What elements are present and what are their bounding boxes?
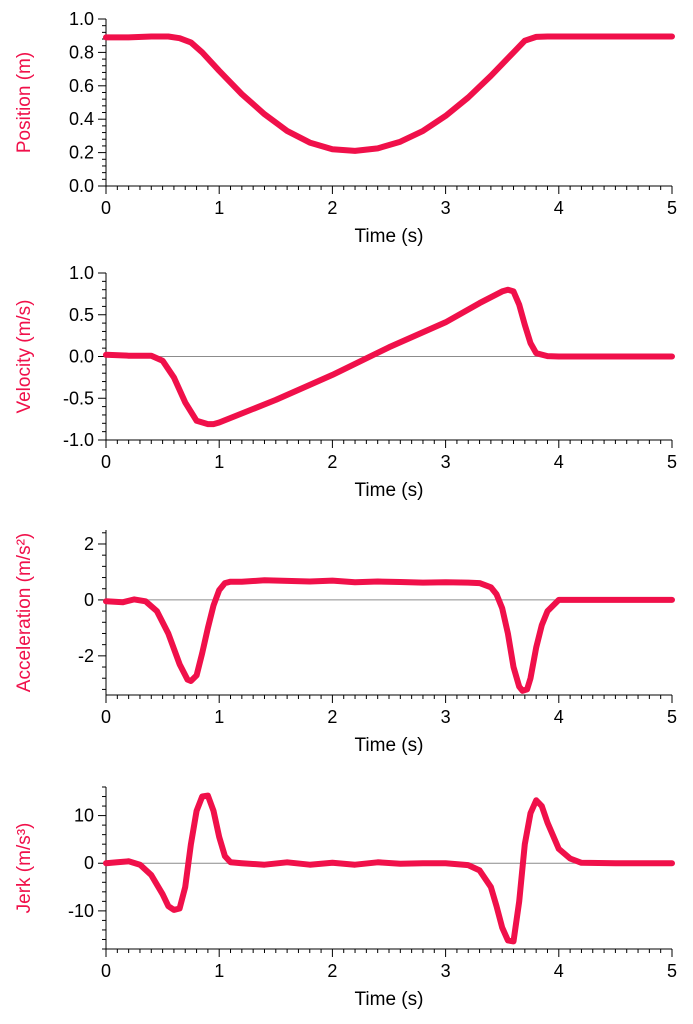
jerk-x-tick-label: 5 [667,961,677,981]
acceleration-y-tick-label: 0 [84,590,94,610]
acceleration-x-tick-label: 4 [554,707,564,727]
velocity-x-tick-label: 4 [554,452,564,472]
velocity-x-tick-label: 5 [667,452,677,472]
position-y-tick-label: 0.6 [69,76,94,96]
acceleration-x-tick-label: 1 [214,707,224,727]
acceleration-x-tick-label: 2 [327,707,337,727]
velocity-y-tick-label: 0.5 [69,305,94,325]
position-x-tick-label: 1 [214,198,224,218]
position-series-line [103,33,675,154]
acceleration-series-line [103,577,675,694]
velocity-panel: 0 1 2 3 4 5 -1.0 -0.5 0.0 0.5 1.0 Time (s) Velocity … [14,263,677,501]
velocity-y-axis-label: Velocity (m/s) [14,299,35,413]
velocity-y-tick-label: 1.0 [69,263,94,283]
acceleration-y-tick-label: -2 [78,646,94,666]
velocity-x-tick-label: 3 [441,452,451,472]
velocity-series-line [103,286,675,428]
acceleration-y-tick-label: 2 [84,534,94,554]
position-x-axis-label: Time (s) [355,226,424,247]
jerk-x-axis-label: Time (s) [355,989,424,1010]
velocity-x-tick-label: 2 [327,452,337,472]
jerk-y-axis-label: Jerk (m/s³) [14,823,35,914]
jerk-x-tick-label: 3 [441,961,451,981]
velocity-y-tick-label: -0.5 [63,388,94,408]
jerk-y-tick-label: 10 [74,806,94,826]
jerk-y-tick-label: 0 [84,853,94,873]
position-y-tick-label: 0.8 [69,42,94,62]
velocity-x-tick-label: 1 [214,452,224,472]
acceleration-y-axis-label: Acceleration (m/s²) [14,533,35,692]
jerk-panel: 0 1 2 3 4 5 -10 0 10 Time (s) Jerk (m/s³) [14,786,677,1010]
position-x-tick-label: 4 [554,198,564,218]
position-y-tick-label: 1.0 [69,9,94,29]
position-y-tick-label: 0.2 [69,143,94,163]
position-x-tick-label: 0 [101,198,111,218]
position-x-tick-label: 3 [441,198,451,218]
position-y-tick-label: 0.0 [69,176,94,196]
acceleration-x-axis-label: Time (s) [355,735,424,756]
velocity-y-tick-label: 0.0 [69,347,94,367]
position-y-axis-label: Position (m) [14,52,35,153]
velocity-x-axis-label: Time (s) [355,480,424,501]
acceleration-panel: 0 1 2 3 4 5 -2 0 2 Time (s) Acceleration (m/s²) [14,530,677,756]
jerk-y-tick-label: -10 [68,901,94,921]
position-panel: 0 1 2 3 4 5 0.0 0.2 0.4 0.6 0.8 1.0 Time (s) Position… [14,9,677,247]
jerk-x-tick-label: 0 [101,961,111,981]
acceleration-x-tick-label: 5 [667,707,677,727]
acceleration-x-tick-label: 0 [101,707,111,727]
jerk-series-line [103,792,675,945]
position-y-tick-label: 0.4 [69,109,94,129]
position-x-tick-label: 2 [327,198,337,218]
position-x-tick-label: 5 [667,198,677,218]
jerk-x-tick-label: 2 [327,961,337,981]
jerk-x-tick-label: 4 [554,961,564,981]
velocity-x-tick-label: 0 [101,452,111,472]
velocity-y-tick-label: -1.0 [63,430,94,450]
acceleration-x-tick-label: 3 [441,707,451,727]
jerk-x-tick-label: 1 [214,961,224,981]
